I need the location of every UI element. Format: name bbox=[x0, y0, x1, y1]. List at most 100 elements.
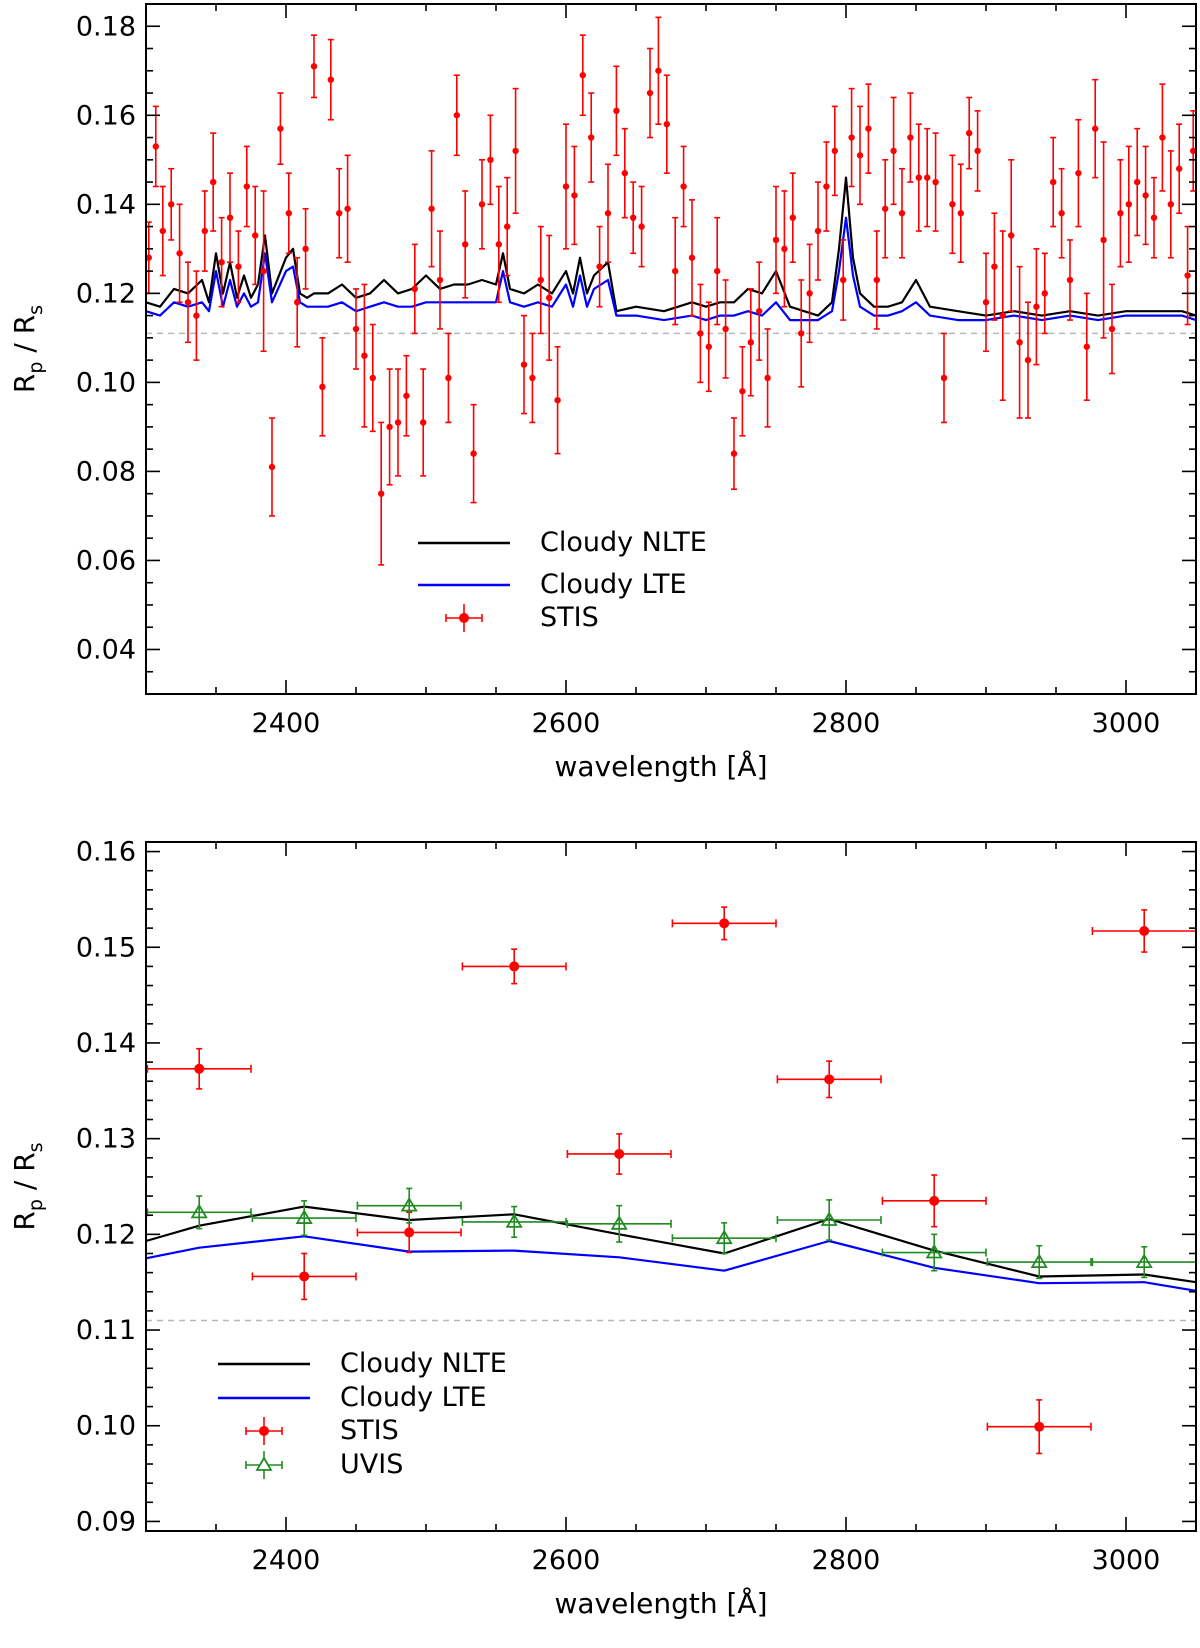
y-axis-label-sub1: p bbox=[25, 362, 47, 374]
data-point bbox=[579, 34, 586, 117]
marker-dot bbox=[369, 374, 376, 382]
marker-triangle bbox=[295, 1209, 313, 1224]
data-point bbox=[294, 256, 301, 348]
series-line bbox=[145, 176, 1197, 317]
data-point bbox=[604, 163, 612, 263]
data-point bbox=[1108, 283, 1116, 375]
y-axis-label-sub2: s bbox=[25, 305, 47, 315]
data-point bbox=[924, 127, 931, 228]
data-point bbox=[1150, 176, 1158, 259]
marker-dot bbox=[613, 107, 620, 115]
marker-dot bbox=[848, 134, 855, 141]
data-point bbox=[462, 190, 469, 299]
marker-dot bbox=[495, 241, 502, 248]
y-tick-label: 0.14 bbox=[76, 1028, 136, 1059]
data-point bbox=[218, 216, 225, 308]
marker-dot bbox=[915, 174, 922, 181]
marker-dot bbox=[436, 276, 444, 284]
data-point bbox=[436, 230, 444, 330]
marker-dot bbox=[462, 241, 469, 248]
marker-dot bbox=[193, 312, 200, 319]
marker-dot bbox=[1184, 272, 1191, 279]
marker-dot bbox=[1066, 276, 1074, 284]
data-point bbox=[235, 230, 242, 304]
data-point bbox=[512, 87, 519, 215]
marker-dot bbox=[159, 227, 166, 235]
x-tick-label: 2400 bbox=[252, 708, 321, 739]
series-stis bbox=[145, 16, 1197, 566]
marker-dot bbox=[344, 205, 351, 212]
marker-dot bbox=[235, 263, 242, 270]
data-point bbox=[571, 145, 578, 246]
y-axis-label: Rp / Rs bbox=[8, 1142, 47, 1230]
marker-dot bbox=[1033, 303, 1040, 310]
marker-dot bbox=[145, 254, 152, 261]
data-point bbox=[285, 172, 292, 255]
marker-dot bbox=[571, 192, 578, 199]
y-tick-label: 0.15 bbox=[76, 932, 136, 963]
marker-dot bbox=[243, 183, 250, 190]
data-point bbox=[243, 145, 250, 228]
x-tick-label: 2600 bbox=[532, 1545, 601, 1576]
marker-dot bbox=[520, 361, 528, 368]
x-tick-label: 2800 bbox=[812, 708, 881, 739]
marker-dot bbox=[1159, 134, 1166, 141]
legend-item: Cloudy NLTE bbox=[418, 527, 707, 558]
marker-dot bbox=[546, 294, 553, 302]
marker-dot bbox=[588, 134, 595, 141]
marker-dot bbox=[226, 214, 234, 221]
data-point bbox=[1075, 118, 1082, 228]
data-point bbox=[260, 190, 267, 353]
marker-dot bbox=[394, 419, 402, 426]
x-tick-label: 2800 bbox=[812, 1545, 881, 1576]
y-tick-label: 0.04 bbox=[76, 634, 136, 665]
marker-dot bbox=[194, 1063, 205, 1074]
data-point bbox=[776, 1060, 882, 1099]
marker-dot bbox=[714, 267, 721, 275]
data-point bbox=[986, 1245, 1092, 1280]
marker-dot bbox=[772, 236, 780, 244]
y-axis-label-sep: / R bbox=[8, 315, 41, 362]
data-point bbox=[1167, 150, 1175, 259]
marker-dot bbox=[554, 396, 561, 404]
marker-dot bbox=[1142, 192, 1149, 199]
y-axis-label-main: R bbox=[8, 1211, 41, 1230]
data-point bbox=[747, 288, 754, 397]
marker-dot bbox=[336, 210, 343, 217]
marker-dot bbox=[890, 147, 897, 155]
data-point bbox=[226, 172, 234, 263]
legend-label: Cloudy NLTE bbox=[340, 1348, 507, 1379]
data-point bbox=[445, 332, 452, 424]
marker-dot bbox=[966, 129, 973, 137]
data-point bbox=[1125, 145, 1133, 263]
marker-dot bbox=[719, 918, 730, 929]
legend-item: UVIS bbox=[245, 1449, 403, 1480]
marker-triangle bbox=[190, 1203, 208, 1219]
data-point bbox=[1184, 225, 1191, 326]
marker-dot bbox=[663, 120, 670, 128]
marker-dot bbox=[932, 178, 939, 186]
y-axis-label-sub2: s bbox=[25, 1142, 47, 1152]
series-cloudy-lte bbox=[145, 216, 1197, 322]
plot-frame bbox=[145, 3, 1197, 695]
data-point bbox=[146, 1047, 252, 1090]
marker-dot bbox=[512, 147, 519, 155]
marker-dot bbox=[806, 290, 813, 297]
marker-dot bbox=[823, 183, 830, 190]
data-point bbox=[680, 145, 687, 228]
data-point bbox=[991, 212, 998, 321]
marker-dot bbox=[1008, 232, 1015, 239]
data-point bbox=[344, 154, 351, 263]
marker-dot bbox=[1108, 325, 1116, 333]
data-point bbox=[394, 368, 402, 477]
data-point bbox=[865, 83, 872, 174]
data-point bbox=[268, 417, 276, 517]
data-point bbox=[520, 314, 528, 415]
legend-label: Cloudy NLTE bbox=[540, 527, 707, 558]
y-tick-label: 0.08 bbox=[76, 456, 136, 487]
marker-dot bbox=[218, 258, 225, 266]
marker-triangle bbox=[1030, 1253, 1048, 1268]
marker-dot bbox=[252, 232, 259, 239]
data-point bbox=[1024, 301, 1032, 419]
